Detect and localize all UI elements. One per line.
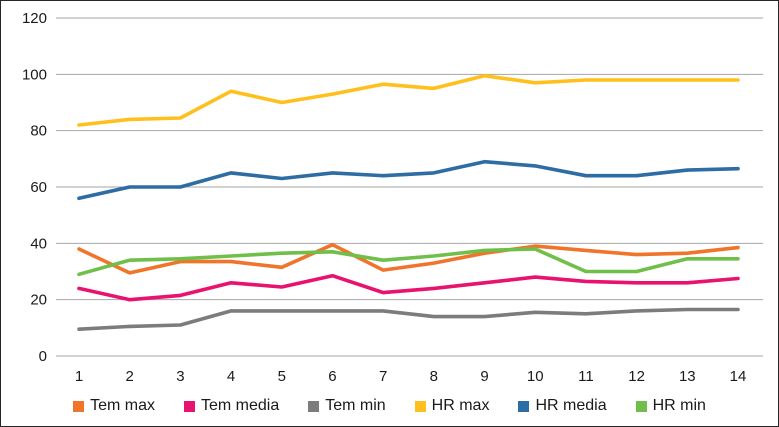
series-line-hr-max <box>77 73 740 127</box>
legend-item-hr-media: HR media <box>518 397 607 415</box>
series-line-tem-media <box>77 273 740 302</box>
x-axis-tick-label: 13 <box>679 368 696 385</box>
legend-swatch-hr-max <box>414 400 426 412</box>
legend-swatch-tem-min <box>308 400 320 412</box>
x-axis-tick-label: 5 <box>278 368 286 385</box>
chart-legend: Tem max Tem media Tem min HR max HR media HR … <box>1 394 778 418</box>
series-line-tem-min <box>77 307 740 332</box>
x-axis-tick-label: 2 <box>126 368 134 385</box>
x-axis-tick-label: 14 <box>730 368 747 385</box>
legend-swatch-hr-min <box>635 400 647 412</box>
series-lines <box>77 73 740 332</box>
x-axis-tick-label: 11 <box>578 368 594 385</box>
x-axis-tick-label: 9 <box>480 368 488 385</box>
legend-label: HR min <box>652 397 706 414</box>
x-axis-labels: 1 2 3 4 5 6 7 8 9 10 11 12 13 14 <box>75 368 747 385</box>
legend-swatch-tem-max <box>73 400 85 412</box>
y-axis-tick-label: 40 <box>30 235 47 252</box>
legend-item-hr-min: HR min <box>635 397 706 415</box>
legend-label: HR media <box>535 397 607 414</box>
legend-swatch-hr-media <box>518 400 530 412</box>
x-axis-tick-label: 1 <box>75 368 83 385</box>
legend-label: Tem max <box>90 397 155 414</box>
y-axis-tick-label: 0 <box>39 348 47 365</box>
y-axis-tick-label: 100 <box>22 66 47 83</box>
x-axis-tick-label: 7 <box>379 368 387 385</box>
x-axis-tick-label: 3 <box>176 368 184 385</box>
x-axis-tick-label: 8 <box>430 368 438 385</box>
legend-item-tem-min: Tem min <box>308 397 386 415</box>
series-line-tem-max <box>77 242 740 275</box>
legend-label: HR max <box>431 397 490 414</box>
legend-item-tem-media: Tem media <box>183 397 280 415</box>
series-line-hr-media <box>77 159 740 201</box>
legend-item-tem-max: Tem max <box>73 397 155 415</box>
y-axis-tick-label: 20 <box>30 292 47 309</box>
x-axis-tick-label: 10 <box>527 368 544 385</box>
x-axis-tick-label: 6 <box>328 368 336 385</box>
y-axis-tick-label: 80 <box>30 123 47 140</box>
legend-swatch-tem-media <box>183 400 195 412</box>
legend-label: Tem media <box>200 397 280 414</box>
x-axis-tick-label: 12 <box>628 368 645 385</box>
x-axis-tick-label: 4 <box>227 368 235 385</box>
y-axis-tick-label: 120 <box>22 10 47 27</box>
legend-label: Tem min <box>325 397 386 414</box>
y-axis-tick-label: 60 <box>30 179 47 196</box>
y-axis-labels: 0 20 40 60 80 100 120 <box>22 10 47 365</box>
legend-item-hr-max: HR max <box>414 397 490 415</box>
series-line-hr-min <box>77 247 740 277</box>
